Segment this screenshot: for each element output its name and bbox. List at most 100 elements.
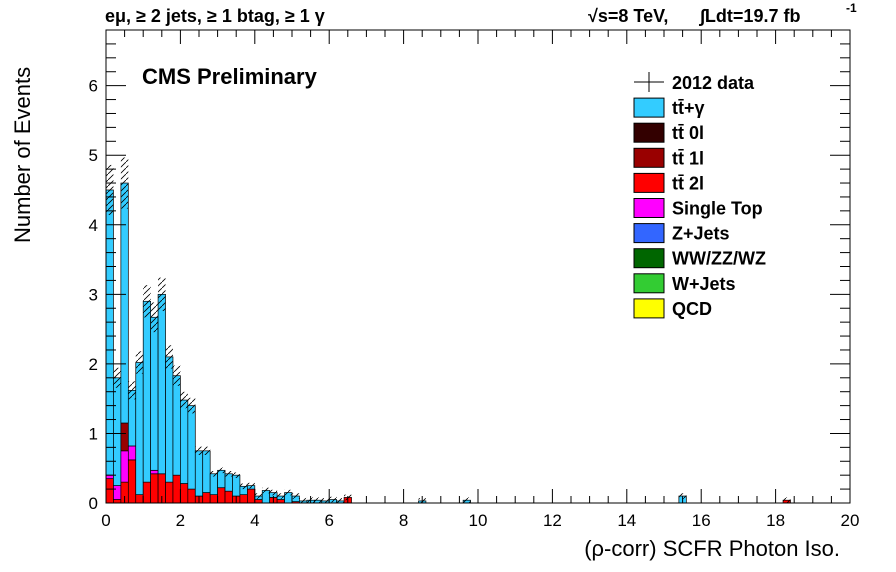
bar-segment — [202, 492, 211, 504]
bar-segment — [209, 473, 218, 496]
bar-segment — [120, 450, 129, 483]
uncertainty-hatch — [158, 277, 166, 312]
bar-segment — [165, 356, 174, 483]
uncertainty-hatch — [239, 483, 248, 490]
header-lumi-exponent: -1 — [846, 1, 857, 15]
uncertainty-hatch — [254, 493, 263, 499]
bar-segment — [142, 300, 151, 483]
uncertainty-hatch — [321, 498, 330, 503]
header-selection: eμ, ≥ 2 jets, ≥ 1 btag, ≥ 1 γ — [105, 6, 325, 26]
uncertainty-hatch — [165, 345, 173, 369]
y-tick-label: 6 — [89, 77, 98, 96]
uncertainty-hatch — [202, 446, 211, 456]
bar-segment — [276, 499, 285, 504]
x-tick-label: 4 — [250, 511, 259, 530]
bar-segment — [232, 474, 241, 497]
x-tick-label: 8 — [399, 511, 408, 530]
x-axis-label: (ρ-corr) SCFR Photon Iso. — [584, 536, 840, 561]
bar-segment — [113, 499, 122, 504]
y-tick-label: 2 — [89, 355, 98, 374]
legend-label: tt̄+γ — [672, 98, 705, 118]
uncertainty-hatch — [262, 487, 270, 494]
bar-segment — [135, 362, 144, 496]
x-tick-label: 16 — [692, 511, 711, 530]
y-tick-label: 4 — [89, 216, 98, 235]
legend-label: tt̄ 2l — [672, 173, 704, 193]
legend-swatch — [633, 198, 665, 218]
uncertainty-hatch — [463, 497, 471, 503]
uncertainty-hatch — [269, 489, 278, 496]
uncertainty-hatch — [217, 467, 226, 474]
legend-label: QCD — [672, 299, 712, 319]
y-tick-label: 5 — [89, 146, 98, 165]
bar-segment — [105, 478, 114, 504]
y-tick-label: 1 — [89, 424, 98, 443]
x-tick-label: 10 — [469, 511, 488, 530]
uncertainty-hatch — [150, 302, 159, 333]
legend-label: Single Top — [672, 199, 763, 219]
uncertainty-hatch — [210, 471, 218, 477]
legend-label: WW/ZZ/WZ — [672, 249, 766, 269]
x-tick-label: 12 — [543, 511, 562, 530]
bar-segment — [150, 316, 159, 471]
header-energy: √s=8 TeV, — [588, 6, 668, 26]
legend-label: tt̄ 0l — [672, 123, 704, 143]
x-tick-label: 18 — [766, 511, 785, 530]
uncertainty-hatch — [247, 482, 255, 489]
bar-segment — [172, 474, 181, 504]
bar-segment — [180, 483, 189, 504]
bar-segment — [165, 481, 174, 504]
bar-segment — [224, 490, 233, 504]
uncertainty-hatch — [128, 381, 136, 400]
legend-label: 2012 data — [672, 73, 755, 93]
legend-swatch — [633, 172, 665, 193]
uncertainty-hatch — [113, 367, 121, 388]
legend-label: W+Jets — [672, 274, 736, 294]
bar-segment — [247, 488, 256, 504]
bar-segment — [142, 481, 151, 504]
legend-swatch — [633, 223, 665, 244]
bar-segment — [172, 375, 181, 476]
x-tick-label: 6 — [324, 511, 333, 530]
uncertainty-hatch — [135, 351, 144, 374]
uncertainty-hatch — [232, 472, 240, 478]
legend: 2012 data tt̄+γ tt̄ 0l tt̄ 1l tt̄ 2l Single T… — [633, 72, 766, 319]
uncertainty-hatch — [187, 397, 196, 414]
x-tick-label: 14 — [617, 511, 636, 530]
bar-segment — [217, 487, 226, 504]
uncertainty-hatch — [225, 471, 233, 477]
bar-segment — [127, 445, 137, 461]
y-tick-label: 3 — [89, 285, 98, 304]
bar-segment — [105, 189, 114, 476]
bar-segment — [113, 377, 122, 486]
uncertainty-hatch — [336, 498, 345, 503]
bar-segment — [120, 182, 129, 424]
header-lumi: ∫Ldt=19.7 fb — [699, 6, 800, 26]
uncertainty-hatch — [292, 493, 300, 499]
cms-preliminary-label: CMS Preliminary — [142, 64, 318, 89]
bar-segment — [157, 293, 166, 475]
x-tick-label: 20 — [841, 511, 860, 530]
uncertainty-hatch — [284, 489, 292, 496]
uncertainty-hatch — [195, 446, 203, 456]
bar-segment — [194, 450, 204, 497]
uncertainty-hatch — [120, 157, 129, 209]
legend-swatch — [633, 97, 665, 118]
bar-segment — [239, 494, 248, 504]
bar-segment — [150, 469, 159, 475]
bar-segment — [254, 499, 263, 504]
legend-swatch — [633, 248, 665, 269]
uncertainty-hatch — [783, 497, 791, 503]
bar-segment — [180, 399, 189, 484]
uncertainty-hatch — [299, 498, 307, 503]
bar-segment — [120, 422, 129, 452]
legend-swatch — [633, 122, 665, 143]
y-tick-label: 0 — [89, 494, 98, 513]
legend-label: tt̄ 1l — [672, 148, 704, 168]
bar-segment — [135, 494, 144, 504]
bar-segment — [150, 473, 159, 504]
y-axis-label: Number of Events — [10, 67, 35, 243]
x-tick-label: 0 — [101, 511, 110, 530]
